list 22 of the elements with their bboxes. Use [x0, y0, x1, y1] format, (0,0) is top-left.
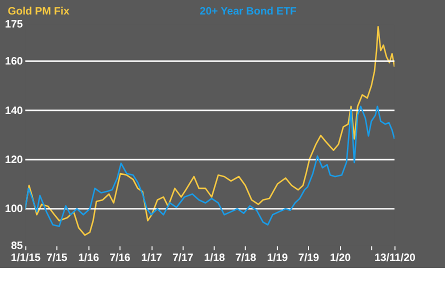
- y-tick-label: 120: [5, 154, 23, 166]
- line-series: [25, 26, 394, 236]
- y-tick-label: 85: [10, 240, 23, 252]
- x-tick-label: 1/1/15: [10, 252, 41, 264]
- x-tick-label: 1/20: [330, 252, 351, 264]
- text: Gold PM Fix: [8, 5, 70, 18]
- x-tick-label: 7/18: [235, 252, 256, 264]
- y-tick-label: 140: [5, 104, 23, 117]
- y-tick-label: 160: [5, 56, 23, 68]
- x-tick-label: 1/17: [141, 252, 162, 264]
- x-tick-label: 7/17: [172, 252, 194, 264]
- x-tick-label: 7/16: [110, 252, 130, 264]
- x-tick-label: 1/18: [204, 252, 226, 264]
- x-tick-label: 1/19: [267, 252, 288, 264]
- y-tick-label: 175: [5, 18, 23, 31]
- x-tick-label: 1/16: [78, 252, 100, 264]
- x-tick-label: 13/11/20: [374, 252, 416, 264]
- y-tick-label: 100: [5, 203, 23, 216]
- text: 20+ Year Bond ETF: [200, 5, 298, 18]
- line-series: [25, 106, 394, 228]
- x-tick-label: 7/15: [46, 252, 68, 264]
- x-tick-label: 7/19: [298, 252, 320, 264]
